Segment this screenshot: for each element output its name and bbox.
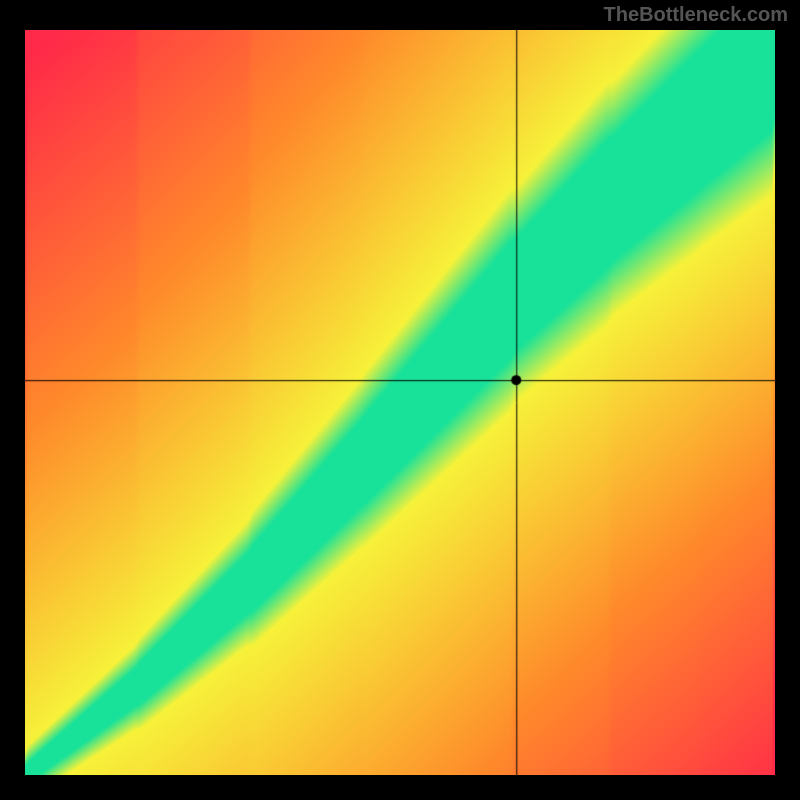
plot-area (25, 30, 775, 775)
watermark-text: TheBottleneck.com (604, 4, 788, 27)
chart-container: TheBottleneck.com (0, 0, 800, 800)
bottleneck-heatmap (25, 30, 775, 775)
